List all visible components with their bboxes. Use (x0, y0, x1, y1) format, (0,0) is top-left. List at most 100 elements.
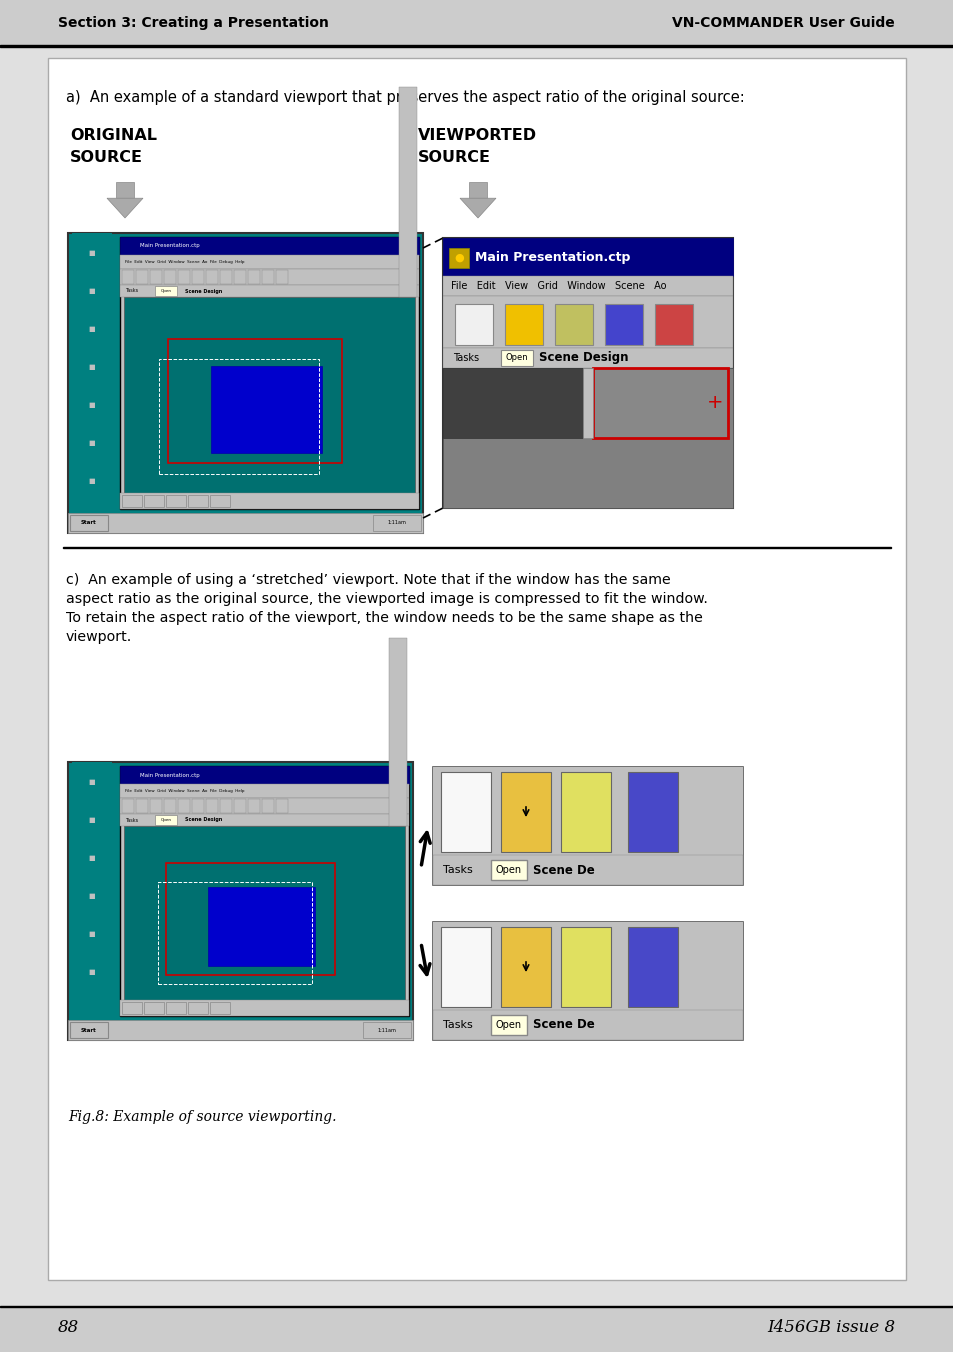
Bar (433, 922, 742, 1040)
Bar (560, 927, 610, 1007)
Text: To retain the aspect ratio of the viewport, the window needs to be the same shap: To retain the aspect ratio of the viewpo… (66, 611, 702, 625)
Bar (120, 237, 418, 508)
Text: Tasks: Tasks (442, 865, 473, 875)
Bar (363, 1022, 411, 1038)
Text: Open: Open (505, 353, 528, 362)
Bar (166, 495, 186, 507)
Text: ■: ■ (89, 479, 95, 484)
Bar (120, 814, 409, 826)
Text: ■: ■ (89, 817, 95, 823)
Bar (120, 285, 418, 297)
Bar (433, 1010, 742, 1040)
Text: 1:11am: 1:11am (387, 521, 406, 526)
Text: Tasks: Tasks (453, 353, 478, 362)
Bar (262, 799, 274, 813)
Bar (627, 772, 678, 852)
Bar (210, 495, 230, 507)
Text: Start: Start (81, 1028, 97, 1033)
Bar (433, 922, 742, 926)
Bar (120, 767, 409, 784)
Bar (144, 495, 164, 507)
Bar (124, 826, 405, 1013)
Polygon shape (107, 199, 143, 218)
Bar (442, 296, 732, 347)
Text: SOURCE: SOURCE (70, 150, 143, 165)
Bar (68, 763, 413, 1040)
Bar (442, 347, 732, 368)
Text: ■: ■ (89, 250, 95, 256)
Bar (500, 772, 551, 852)
Bar (71, 914, 112, 942)
Bar (166, 863, 335, 975)
Bar (389, 638, 407, 826)
Bar (71, 763, 112, 790)
Bar (68, 233, 422, 533)
Text: VN-COMMANDER User Guide: VN-COMMANDER User Guide (672, 16, 894, 30)
Bar (433, 922, 742, 1010)
Bar (122, 495, 142, 507)
Bar (433, 767, 742, 771)
Bar (168, 338, 342, 464)
Bar (442, 368, 582, 438)
Bar (178, 799, 190, 813)
Polygon shape (459, 199, 496, 218)
Text: Scene De: Scene De (533, 864, 594, 876)
Bar (71, 838, 112, 867)
Bar (211, 365, 321, 453)
Bar (120, 256, 418, 269)
Bar (157, 882, 312, 984)
Bar (136, 799, 148, 813)
Text: Tasks: Tasks (442, 1019, 473, 1030)
Bar (208, 887, 314, 965)
Text: 88: 88 (58, 1320, 79, 1337)
Bar (144, 1002, 164, 1014)
Bar (164, 270, 175, 284)
Bar (120, 269, 418, 285)
Text: Start: Start (81, 521, 97, 526)
Bar (220, 270, 232, 284)
Bar (627, 927, 678, 1007)
Bar (433, 767, 742, 886)
Bar (71, 876, 112, 904)
Bar (440, 927, 491, 1007)
Bar (70, 1022, 108, 1038)
Text: Open: Open (160, 289, 172, 293)
Text: +: + (706, 393, 722, 412)
Bar (398, 87, 416, 297)
Text: Scene De: Scene De (533, 1018, 594, 1032)
Text: I456GB issue 8: I456GB issue 8 (766, 1320, 894, 1337)
Text: Scene Design: Scene Design (185, 288, 222, 293)
Bar (275, 799, 288, 813)
Bar (120, 1000, 409, 1015)
Text: ■: ■ (89, 402, 95, 408)
Bar (71, 952, 112, 980)
Text: Scene Design: Scene Design (538, 352, 628, 365)
Bar (71, 461, 112, 489)
Bar (120, 237, 418, 256)
Bar (71, 270, 112, 299)
Bar (0, 0, 953, 46)
Bar (442, 276, 732, 296)
Text: ■: ■ (89, 779, 95, 786)
Bar (120, 784, 409, 798)
Bar (275, 270, 288, 284)
Text: Tasks: Tasks (125, 818, 138, 822)
Bar (154, 287, 177, 296)
Text: VIEWPORTED: VIEWPORTED (417, 128, 537, 143)
Text: ORIGINAL: ORIGINAL (70, 128, 157, 143)
Bar (233, 270, 246, 284)
Bar (491, 860, 526, 880)
Text: File  Edit  View  Grid  Window  Scene  Ao  File  Debug  Help: File Edit View Grid Window Scene Ao File… (125, 260, 244, 264)
Bar (206, 799, 218, 813)
Bar (442, 238, 732, 276)
Text: aspect ratio as the original source, the viewported image is compressed to fit t: aspect ratio as the original source, the… (66, 592, 707, 606)
Bar (63, 546, 890, 548)
Text: Section 3: Creating a Presentation: Section 3: Creating a Presentation (58, 16, 329, 30)
Bar (442, 238, 732, 508)
Bar (68, 512, 422, 533)
Bar (440, 772, 491, 852)
Text: ■: ■ (89, 288, 95, 293)
Text: Tasks: Tasks (125, 288, 138, 293)
Bar (120, 493, 418, 508)
Bar (71, 347, 112, 375)
